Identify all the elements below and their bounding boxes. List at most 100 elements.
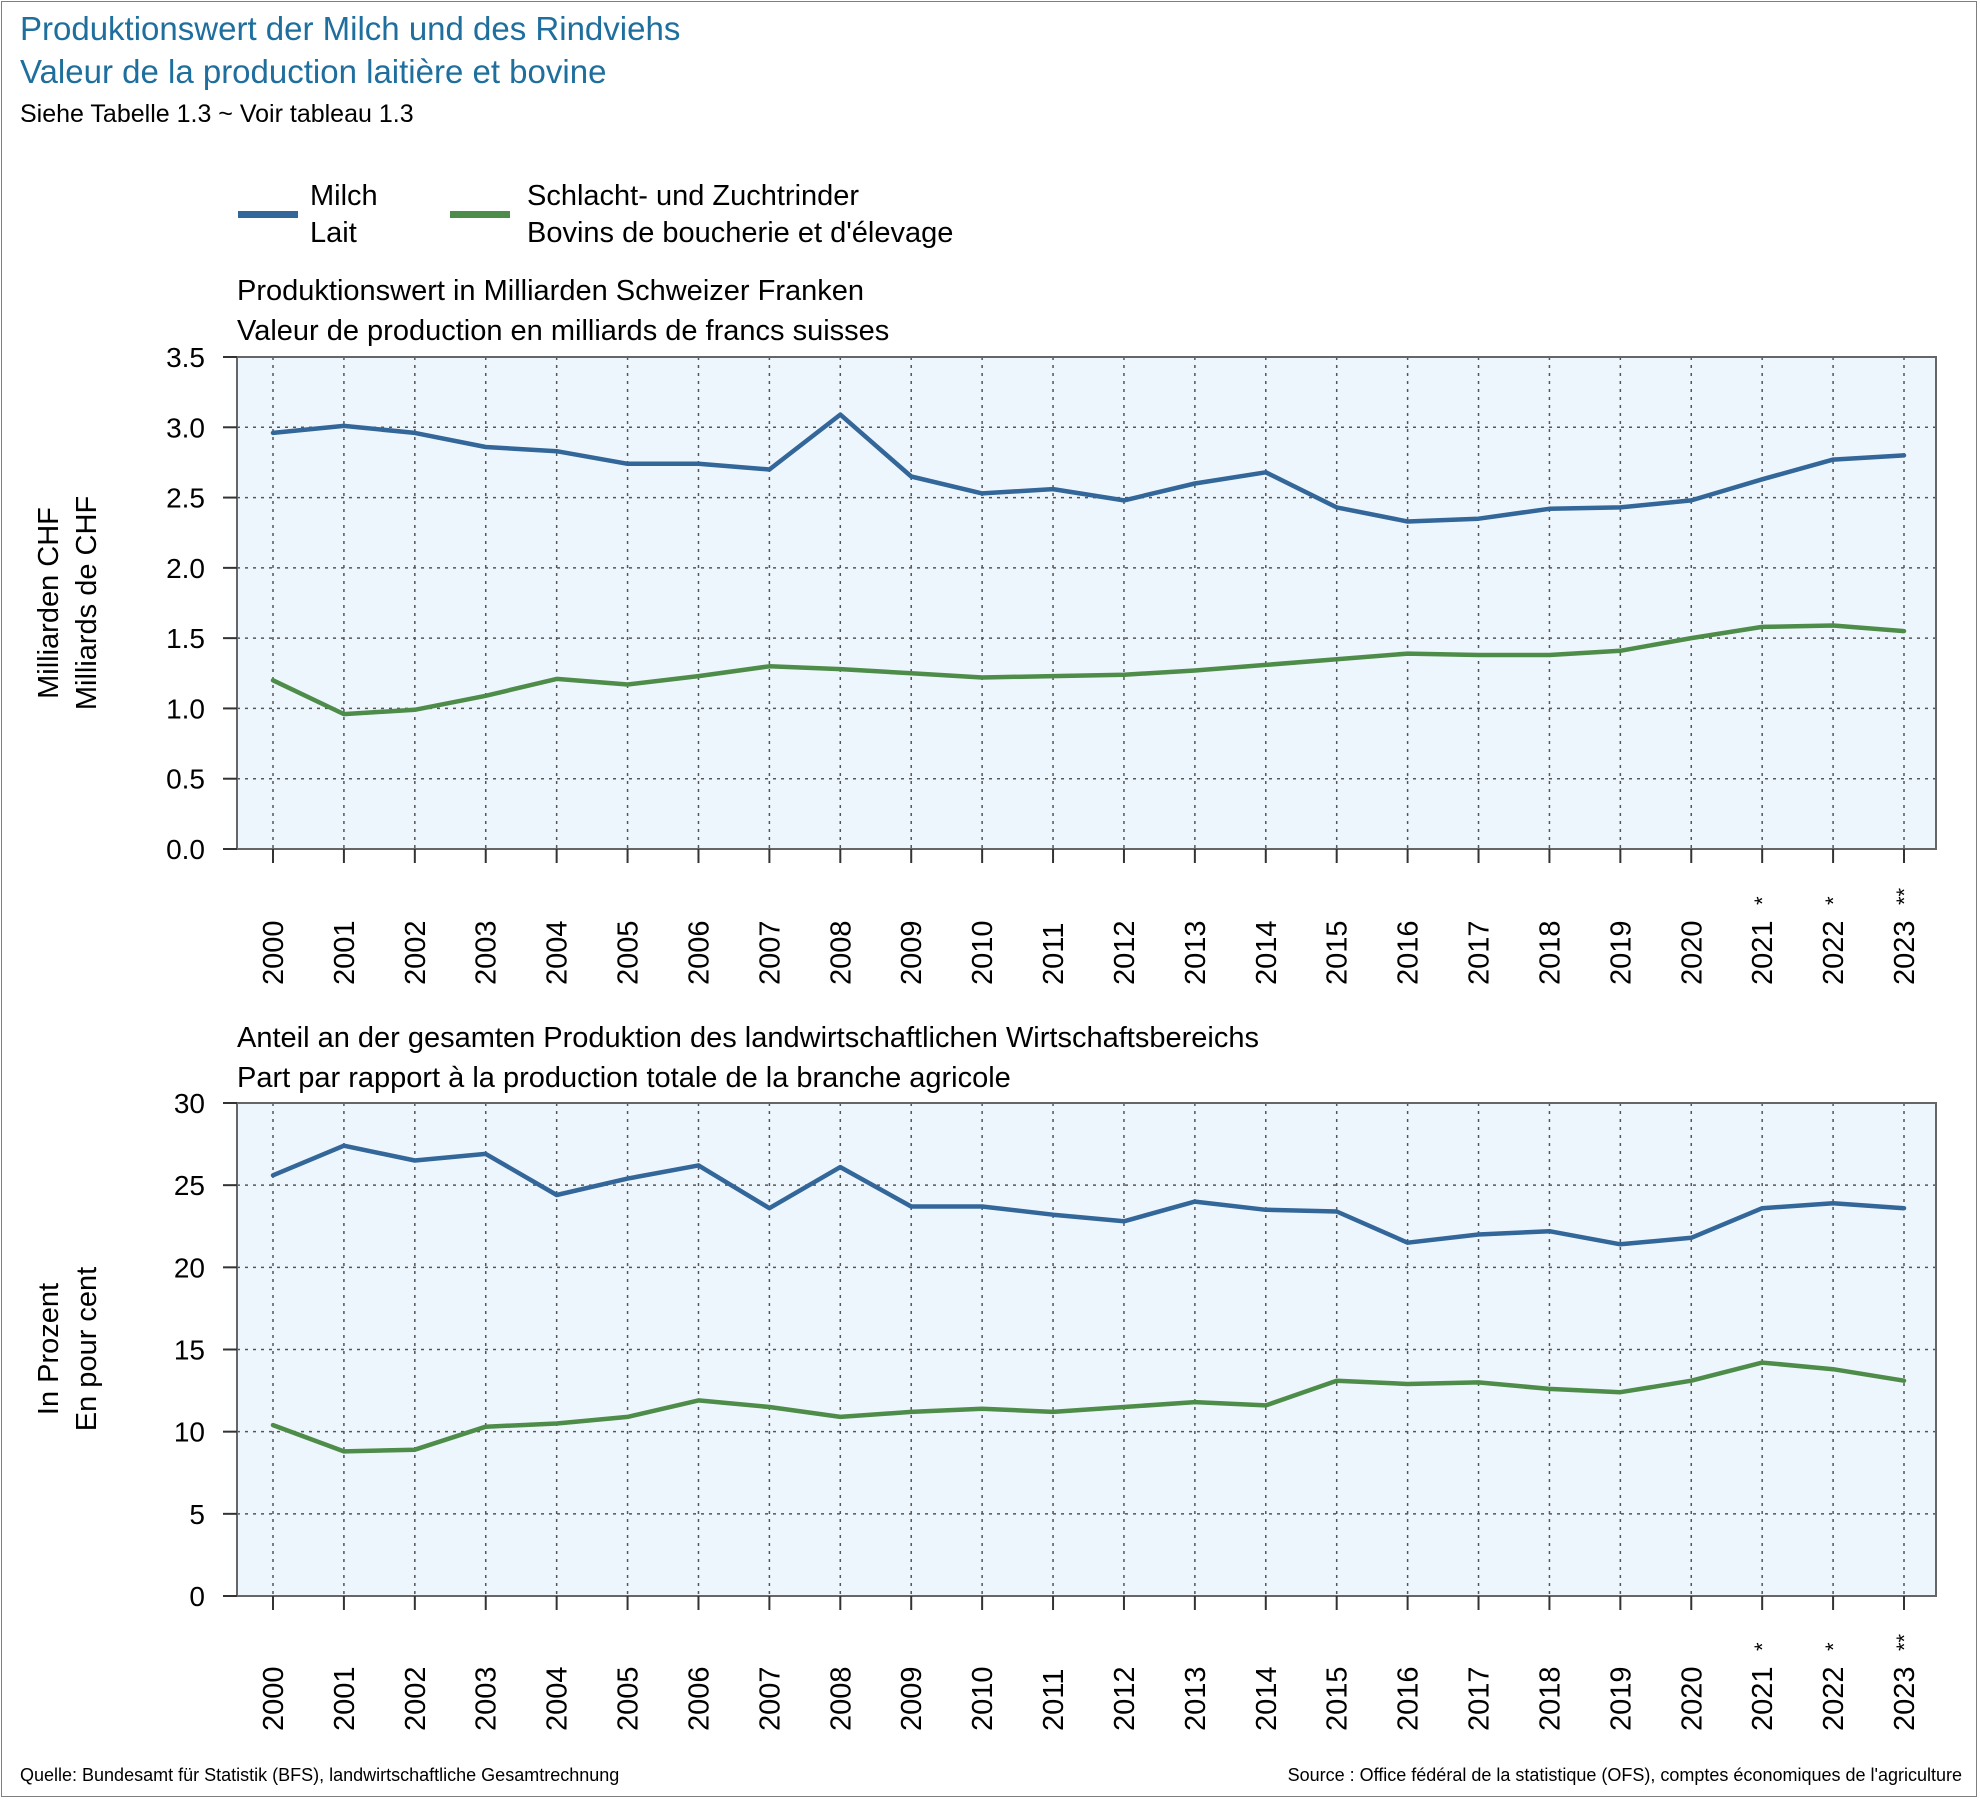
plot-border	[236, 356, 1937, 850]
y-tick-label: 3.0	[166, 412, 205, 443]
legend-label-rinder: Schlacht- und Zuchtrinder Bovins de bouc…	[527, 178, 953, 252]
series-line-milch	[270, 412, 1907, 524]
x-tick-label: 2018	[1534, 1666, 1566, 1731]
x-tick-label-footnote-mark: *	[1821, 896, 1846, 905]
x-tick-label: 2004	[542, 1666, 574, 1731]
y-axis-title-fr: En pour cent	[71, 1267, 103, 1431]
x-axis: 2000 2001 2002 2003 2004 2005 2006 2007 2008 2009…	[258, 1596, 1921, 1731]
x-tick-label: 2004	[542, 920, 574, 985]
y-axis: 0.0 0.5 1.0 1.5 2.0 2.5 3.0 3.5	[166, 342, 237, 865]
x-tick-label: 2020	[1676, 1666, 1708, 1731]
legend-swatch-milch	[238, 211, 298, 218]
x-tick-label: 2014	[1251, 1666, 1283, 1731]
chart-title: Produktionswert in Milliarden Schweizer …	[237, 275, 864, 307]
y-tick-label: 15	[174, 1335, 205, 1366]
y-tick-label: 30	[174, 1088, 205, 1119]
x-tick-label: 2016	[1393, 920, 1425, 985]
legend-label-milch: Milch Lait	[310, 178, 378, 252]
chart-1: Produktionswert in Milliarden Schweizer …	[33, 275, 1937, 985]
legend-swatch-rinder	[450, 211, 510, 218]
x-tick-label: 2017	[1464, 920, 1496, 985]
y-tick-label: 2.0	[166, 553, 205, 584]
x-tick-label: 2007	[754, 1666, 786, 1731]
source-note-de: Quelle: Bundesamt für Statistik (BFS), l…	[20, 1765, 620, 1785]
legend-label-milch-de: Milch	[310, 180, 378, 212]
series-line-rinder	[270, 623, 1907, 717]
x-tick-label: 2006	[683, 920, 715, 985]
x-tick-label-footnote-mark: **	[1892, 1633, 1917, 1651]
x-tick-label: 2010	[967, 1666, 999, 1731]
x-tick-label: 2010	[967, 920, 999, 985]
legend-item-milch: Milch Lait	[238, 178, 438, 252]
x-tick-label-footnote-mark: *	[1750, 896, 1775, 905]
y-tick-label: 10	[174, 1417, 205, 1448]
series-line-milch	[270, 1143, 1907, 1247]
x-tick-label: 2015	[1322, 920, 1354, 985]
x-tick-label: 2012	[1109, 920, 1141, 985]
y-axis-title: Milliarden CHF Milliards de CHF	[33, 496, 103, 710]
x-tick-label: 2001	[329, 920, 361, 985]
y-axis: 0 5 10 15 20 25 30	[174, 1088, 237, 1612]
legend-label-milch-fr: Lait	[310, 217, 357, 249]
x-tick-label: 2003	[471, 920, 503, 985]
x-tick-label: 2001	[329, 1666, 361, 1731]
x-tick-label: 2007	[754, 920, 786, 985]
x-tick-label: 2000	[258, 1666, 290, 1731]
x-tick-label: 2003	[471, 1666, 503, 1731]
x-tick-label: 2013	[1180, 920, 1212, 985]
legend-label-rinder-de: Schlacht- und Zuchtrinder	[527, 180, 860, 212]
y-tick-label: 25	[174, 1170, 205, 1201]
x-tick-label: 2018	[1534, 920, 1566, 985]
x-tick-label: 2011	[1038, 923, 1070, 985]
x-tick-label: 2022	[1818, 920, 1850, 985]
x-tick-label-footnote-mark: *	[1821, 1642, 1846, 1651]
x-tick-label: 2020	[1676, 920, 1708, 985]
source-note-fr: Source : Office fédéral de la statistiqu…	[1287, 1765, 1962, 1785]
y-tick-label: 3.5	[166, 342, 205, 373]
x-axis: 2000 2001 2002 2003 2004 2005 2006 2007 2008 2009…	[258, 849, 1921, 985]
x-tick-label: 2016	[1393, 1666, 1425, 1731]
y-tick-label: 1.0	[166, 693, 205, 724]
x-tick-label: 2002	[400, 920, 432, 985]
chart-subtitle: Valeur de production en milliards de fra…	[237, 315, 889, 347]
x-tick-label: 2023	[1889, 920, 1921, 985]
x-tick-label: 2021	[1747, 920, 1779, 985]
x-tick-label: 2022	[1818, 1666, 1850, 1731]
figure-title-fr: Valeur de la production laitière et bovi…	[20, 53, 607, 90]
x-tick-label-footnote-mark: **	[1892, 887, 1917, 905]
x-tick-label: 2000	[258, 920, 290, 985]
y-axis-title-fr: Milliards de CHF	[71, 496, 103, 710]
x-tick-label: 2008	[825, 1666, 857, 1731]
y-axis-title-de: Milliarden CHF	[33, 507, 65, 699]
chart-2: Anteil an der gesamten Produktion des la…	[33, 1022, 1937, 1731]
y-tick-label: 0.0	[166, 834, 205, 865]
x-tick-label: 2005	[613, 1666, 645, 1731]
x-tick-label: 2017	[1464, 1666, 1496, 1731]
x-tick-label: 2019	[1605, 1666, 1637, 1731]
x-tick-label: 2009	[896, 920, 928, 985]
legend-label-rinder-fr: Bovins de boucherie et d'élevage	[527, 217, 954, 249]
figure-title-de: Produktionswert der Milch und des Rindvi…	[20, 10, 681, 47]
x-tick-label: 2019	[1605, 920, 1637, 985]
x-tick-label: 2023	[1889, 1666, 1921, 1731]
legend-item-rinder: Schlacht- und Zuchtrinder Bovins de bouc…	[450, 178, 1050, 252]
x-tick-label-footnote-mark: *	[1750, 1642, 1775, 1651]
x-tick-label: 2015	[1322, 1666, 1354, 1731]
y-tick-label: 20	[174, 1252, 205, 1283]
y-tick-label: 0.5	[166, 764, 205, 795]
chart-subtitle: Part par rapport à la production totale …	[237, 1062, 1011, 1094]
y-axis-title-de: In Prozent	[33, 1283, 65, 1415]
x-tick-label: 2012	[1109, 1666, 1141, 1731]
x-tick-label: 2011	[1038, 1669, 1070, 1731]
y-tick-label: 0	[189, 1581, 205, 1612]
x-tick-label: 2013	[1180, 1666, 1212, 1731]
y-tick-label: 5	[189, 1499, 205, 1530]
x-tick-label: 2002	[400, 1666, 432, 1731]
y-axis-title: In Prozent En pour cent	[33, 1267, 103, 1431]
x-tick-label: 2008	[825, 920, 857, 985]
x-tick-label: 2009	[896, 1666, 928, 1731]
y-tick-label: 2.5	[166, 483, 205, 514]
x-tick-label: 2021	[1747, 1666, 1779, 1731]
